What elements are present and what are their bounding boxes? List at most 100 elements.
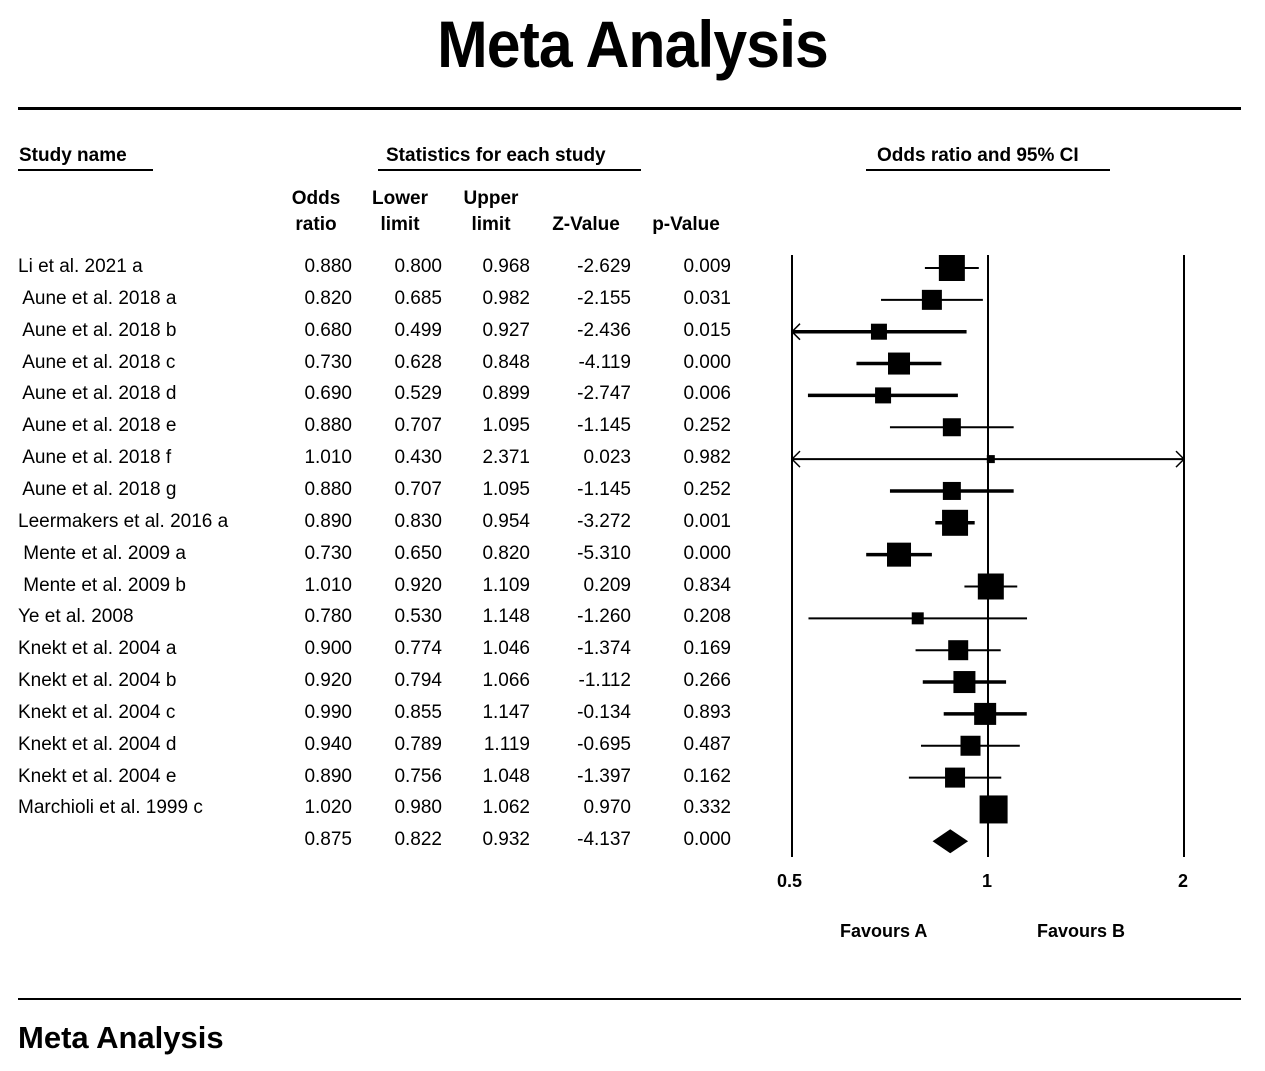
cell-or: 1.020 [304,797,352,819]
study-name: Aune et al. 2018 c [18,351,176,373]
point-estimate-square [887,542,912,567]
cell-lower: 0.650 [394,542,442,564]
cell-lower: 0.774 [394,638,442,660]
footer-divider [18,998,1241,1000]
point-estimate-square [945,767,966,788]
cell-p: 0.893 [683,701,731,723]
cell-lower: 0.830 [394,510,442,532]
cell-or: 0.900 [304,638,352,660]
column-header-line: Z-Value [552,214,620,235]
cell-or: 0.880 [304,256,352,277]
study-name: Marchioli et al. 1999 c [18,797,203,819]
cell-z: -4.119 [578,351,631,373]
cell-z: 0.970 [583,797,631,819]
cell-p: 0.834 [683,574,731,596]
column-header-upper-limit: Upper limit [455,186,527,238]
cell-p: 0.000 [683,829,731,851]
cell-or: 0.890 [304,765,352,787]
statistics-underline [378,169,641,171]
cell-z: -0.695 [577,733,631,755]
point-estimate-square [942,509,969,536]
point-estimate-square [875,387,892,404]
study-name: Knekt et al. 2004 d [18,733,177,755]
cell-upper: 0.927 [482,319,530,341]
cell-z: -5.310 [577,542,631,564]
cell-z: -1.112 [578,670,631,692]
plot-header: Odds ratio and 95% CI [877,145,1079,166]
study-name: Aune et al. 2018 e [18,415,177,437]
point-estimate-square [977,573,1004,600]
column-header-odds-ratio: Odds ratio [280,186,352,238]
cell-upper: 1.095 [482,415,530,437]
cell-p: 0.252 [683,478,731,500]
cell-upper: 0.848 [482,351,530,373]
point-estimate-square [953,671,976,694]
column-header-line: Odds [291,188,341,209]
study-name: Aune et al. 2018 b [18,319,177,341]
cell-z: -1.374 [577,638,631,660]
summary-diamond [932,829,969,854]
study-name: Aune et al. 2018 g [18,478,177,500]
cell-z: -1.260 [577,606,631,628]
study-name: Knekt et al. 2004 a [18,638,177,660]
cell-lower: 0.529 [394,383,442,405]
cell-z: -2.155 [577,287,631,309]
cell-upper: 1.119 [483,733,530,755]
cell-z: -0.134 [577,701,631,723]
cell-z: -3.272 [577,510,631,532]
cell-z: -2.436 [577,319,631,341]
cell-lower: 0.499 [394,319,442,341]
cell-z: -1.397 [577,765,631,787]
ci-arrow-left [790,323,801,341]
column-header-line: p-Value [652,214,720,235]
favours-b-label: Favours B [1037,921,1126,941]
cell-or: 0.690 [304,383,352,405]
study-name: Mente et al. 2009 a [18,542,186,564]
cell-or: 0.880 [304,415,352,437]
cell-z: 0.023 [583,447,631,469]
cell-p: 0.001 [683,510,731,532]
cell-p: 0.006 [683,383,731,405]
cell-upper: 0.982 [482,287,530,309]
page-title: Meta Analysis [437,7,829,81]
study-name-header: Study name [19,145,127,166]
cell-upper: 0.954 [482,510,530,532]
study-name: Mente et al. 2009 b [18,574,186,596]
column-header-line: ratio [295,214,337,235]
cell-lower: 0.789 [394,733,442,755]
cell-upper: 0.932 [482,829,530,851]
point-estimate-square [974,702,997,725]
x-tick-label: 1 [982,871,993,891]
point-estimate-square [942,418,961,437]
cell-z: -1.145 [577,478,631,500]
cell-or: 1.010 [304,447,352,469]
cell-upper: 1.109 [482,574,530,596]
cell-or: 0.940 [304,733,352,755]
column-header-z-value: Z-Value [540,186,632,238]
point-estimate-square [979,795,1008,824]
cell-p: 0.000 [683,351,731,373]
cell-z: 0.209 [583,574,631,596]
cell-lower: 0.794 [394,670,442,692]
cell-p: 0.015 [683,319,731,341]
study-name: Knekt et al. 2004 c [18,701,176,723]
cell-lower: 0.920 [394,574,442,596]
cell-p: 0.162 [683,765,731,787]
cell-z: -4.137 [577,829,631,851]
cell-p: 0.487 [683,733,731,755]
cell-upper: 0.968 [482,256,530,277]
favours-a-label: Favours A [840,921,928,941]
cell-p: 0.252 [683,415,731,437]
cell-p: 0.000 [683,542,731,564]
plot-header-underline [866,169,1110,171]
cell-lower: 0.707 [394,415,442,437]
cell-lower: 0.628 [394,351,442,373]
ci-arrow-left [790,450,801,468]
cell-or: 0.820 [304,287,352,309]
x-tick-label: 2 [1178,871,1189,891]
cell-or: 0.990 [304,701,352,723]
cell-z: -1.145 [577,415,631,437]
point-estimate-square [942,481,961,500]
cell-z: -2.629 [577,256,631,277]
